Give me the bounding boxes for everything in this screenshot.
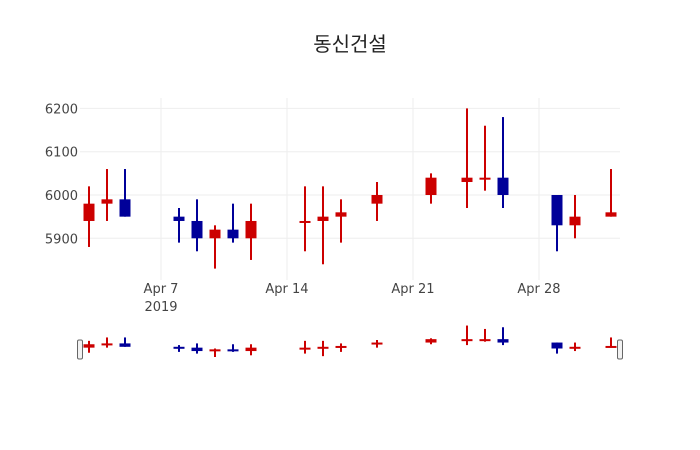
candle[interactable] <box>335 345 347 348</box>
candle[interactable] <box>101 343 113 346</box>
candle[interactable] <box>191 347 203 352</box>
candle[interactable] <box>245 220 257 239</box>
y-tick-label: 5900 <box>45 232 78 247</box>
candle[interactable] <box>371 195 383 204</box>
candle[interactable] <box>299 347 311 350</box>
candle[interactable] <box>119 199 131 217</box>
candles <box>83 108 617 269</box>
candle[interactable] <box>245 347 257 352</box>
x-tick-label: Apr 14 <box>265 282 308 297</box>
x-tick-label: Apr 21 <box>391 282 434 297</box>
y-tick-label: 6000 <box>45 189 78 204</box>
candle[interactable] <box>461 339 473 342</box>
candle[interactable] <box>605 212 617 217</box>
y-tick-label: 6100 <box>45 146 78 161</box>
range-slider-handle[interactable] <box>617 339 623 360</box>
candle[interactable] <box>119 343 131 347</box>
candle[interactable] <box>425 177 437 195</box>
x-axis: Apr 7 2019 Apr 14 Apr 21 Apr 28 <box>144 282 561 315</box>
candle[interactable] <box>173 216 185 221</box>
candle[interactable] <box>299 220 311 223</box>
candle[interactable] <box>605 345 617 348</box>
candle[interactable] <box>371 342 383 345</box>
candle[interactable] <box>191 220 203 239</box>
candle[interactable] <box>551 195 563 226</box>
candle[interactable] <box>209 349 221 352</box>
y-tick-label: 6200 <box>45 102 78 117</box>
candle[interactable] <box>227 349 239 352</box>
candle[interactable] <box>461 177 473 183</box>
candle[interactable] <box>569 216 581 226</box>
x-tick-label: Apr 7 <box>144 282 179 297</box>
x-tick-label: Apr 28 <box>517 282 560 297</box>
y-axis: 5900 6000 6100 6200 <box>45 102 78 247</box>
candle[interactable] <box>209 229 221 239</box>
candle[interactable] <box>83 203 95 221</box>
candle[interactable] <box>317 216 329 221</box>
candle[interactable] <box>101 199 113 204</box>
range-slider-handle[interactable] <box>77 339 83 360</box>
candle[interactable] <box>425 339 437 343</box>
candle[interactable] <box>479 339 491 342</box>
range-slider[interactable] <box>77 325 623 360</box>
candle[interactable] <box>83 344 95 348</box>
grid <box>80 98 620 280</box>
candle[interactable] <box>551 342 563 349</box>
candle[interactable] <box>335 212 347 217</box>
candle[interactable] <box>227 229 239 239</box>
candle[interactable] <box>569 346 581 349</box>
candle[interactable] <box>497 177 509 195</box>
chart-title: 동신건설 <box>313 32 387 56</box>
candle[interactable] <box>497 339 509 343</box>
x-tick-year: 2019 <box>144 300 177 315</box>
candle[interactable] <box>479 177 491 180</box>
candle[interactable] <box>173 346 185 349</box>
candle[interactable] <box>317 346 329 349</box>
